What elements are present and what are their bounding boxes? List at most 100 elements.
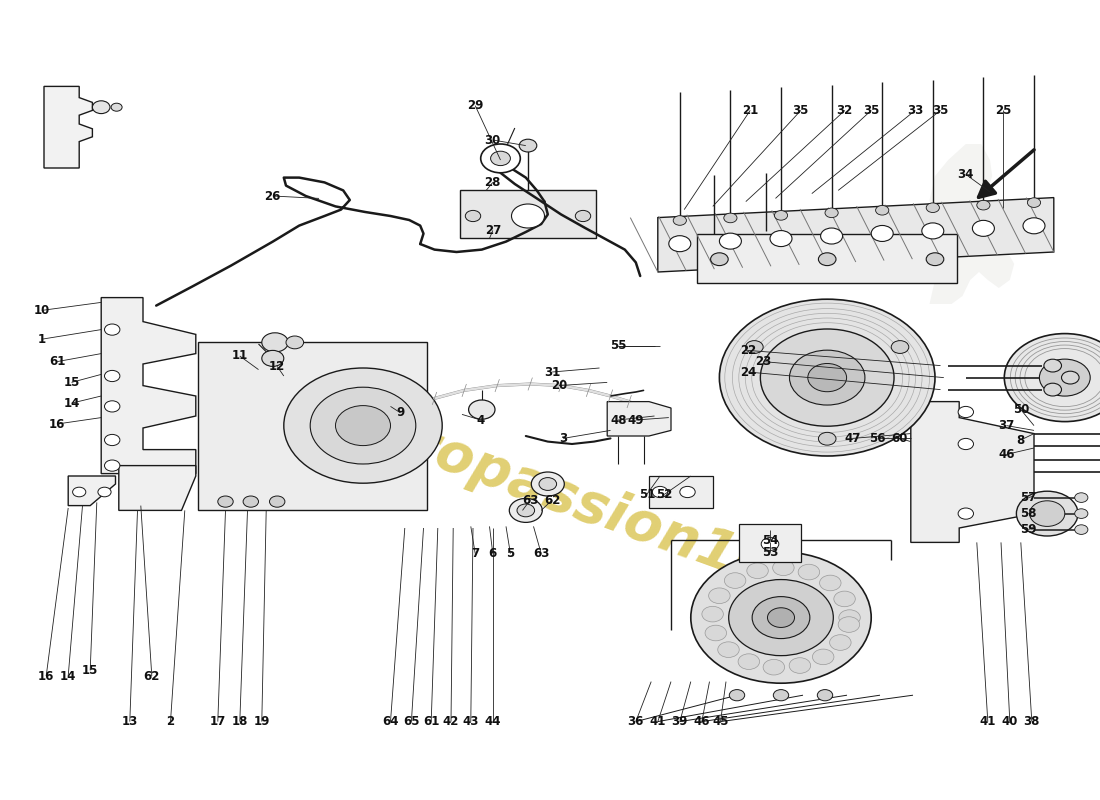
- Text: 48: 48: [609, 414, 627, 426]
- Text: 44: 44: [484, 715, 502, 728]
- Circle shape: [829, 634, 851, 650]
- Text: 63: 63: [534, 547, 549, 560]
- Circle shape: [708, 588, 730, 603]
- Circle shape: [1030, 501, 1065, 526]
- Text: 19: 19: [254, 715, 270, 728]
- Circle shape: [922, 223, 944, 239]
- Circle shape: [491, 151, 510, 166]
- Text: 43: 43: [463, 715, 478, 728]
- Text: 35: 35: [793, 104, 808, 117]
- Circle shape: [218, 496, 233, 507]
- Circle shape: [284, 368, 442, 483]
- Circle shape: [719, 299, 935, 456]
- Circle shape: [1023, 218, 1045, 234]
- Circle shape: [1044, 383, 1061, 396]
- Circle shape: [728, 579, 834, 656]
- Circle shape: [825, 208, 838, 218]
- Text: 59: 59: [1021, 523, 1036, 536]
- Text: 14: 14: [60, 670, 76, 682]
- Text: 25: 25: [996, 104, 1011, 117]
- Text: 30: 30: [485, 134, 501, 146]
- Circle shape: [73, 487, 86, 497]
- Text: 50: 50: [1013, 403, 1028, 416]
- Text: 55: 55: [609, 339, 627, 352]
- Text: 5: 5: [506, 547, 515, 560]
- Circle shape: [1075, 525, 1088, 534]
- Circle shape: [1062, 371, 1079, 384]
- Text: 46: 46: [694, 715, 711, 728]
- Text: 22: 22: [740, 344, 756, 357]
- Circle shape: [718, 642, 739, 658]
- Circle shape: [752, 597, 810, 638]
- Circle shape: [839, 610, 860, 626]
- Circle shape: [821, 228, 843, 244]
- Text: 14: 14: [64, 397, 79, 410]
- Circle shape: [790, 350, 865, 405]
- Circle shape: [818, 253, 836, 266]
- Circle shape: [104, 434, 120, 446]
- Polygon shape: [198, 342, 427, 510]
- Circle shape: [799, 564, 820, 580]
- Text: 41: 41: [650, 715, 666, 728]
- Text: 24: 24: [740, 366, 756, 378]
- Text: 45: 45: [713, 715, 728, 728]
- Circle shape: [691, 552, 871, 683]
- Polygon shape: [119, 466, 196, 510]
- Circle shape: [838, 617, 859, 632]
- Circle shape: [972, 220, 994, 236]
- Text: 31: 31: [544, 366, 560, 378]
- Text: 28: 28: [485, 176, 501, 189]
- Text: 61: 61: [50, 355, 65, 368]
- Text: 51: 51: [639, 488, 654, 501]
- Circle shape: [1004, 334, 1100, 422]
- Circle shape: [1016, 491, 1078, 536]
- Circle shape: [926, 253, 944, 266]
- Circle shape: [760, 329, 894, 426]
- Circle shape: [807, 363, 847, 392]
- Circle shape: [729, 690, 745, 701]
- Circle shape: [725, 573, 746, 588]
- Circle shape: [768, 608, 794, 627]
- Text: 56: 56: [870, 432, 887, 445]
- Circle shape: [746, 341, 763, 354]
- Text: 29: 29: [468, 99, 483, 112]
- Text: 52: 52: [657, 488, 672, 501]
- Circle shape: [702, 606, 724, 622]
- Circle shape: [770, 230, 792, 246]
- Circle shape: [761, 538, 779, 550]
- Text: 9: 9: [396, 406, 405, 419]
- Text: 8: 8: [1016, 434, 1025, 446]
- Circle shape: [669, 236, 691, 252]
- Circle shape: [772, 560, 794, 575]
- Text: 39: 39: [672, 715, 688, 728]
- Circle shape: [262, 333, 288, 352]
- Text: 23: 23: [756, 355, 771, 368]
- Text: 32: 32: [837, 104, 852, 117]
- Circle shape: [789, 658, 811, 674]
- Polygon shape: [649, 476, 713, 508]
- Circle shape: [705, 625, 726, 641]
- Text: 65: 65: [403, 715, 420, 728]
- Text: 36: 36: [628, 715, 643, 728]
- Polygon shape: [607, 402, 671, 436]
- Text: 40: 40: [1002, 715, 1018, 728]
- Text: 54: 54: [761, 534, 779, 546]
- Circle shape: [673, 216, 686, 226]
- Circle shape: [652, 486, 668, 498]
- Circle shape: [763, 659, 784, 675]
- Text: 26: 26: [265, 190, 280, 202]
- Circle shape: [1044, 359, 1061, 372]
- Text: 37: 37: [999, 419, 1014, 432]
- Circle shape: [926, 203, 939, 213]
- Circle shape: [724, 213, 737, 222]
- Text: 10: 10: [34, 304, 50, 317]
- Text: 20: 20: [551, 379, 566, 392]
- Text: 61: 61: [424, 715, 439, 728]
- Circle shape: [512, 204, 544, 228]
- Circle shape: [92, 101, 110, 114]
- Text: Europassion165: Europassion165: [330, 390, 817, 612]
- Circle shape: [469, 400, 495, 419]
- Circle shape: [98, 487, 111, 497]
- Circle shape: [262, 350, 284, 366]
- Circle shape: [517, 504, 535, 517]
